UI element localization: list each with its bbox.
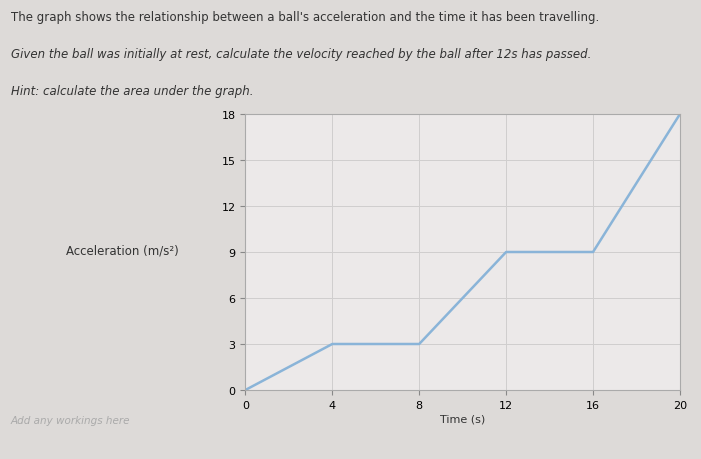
Text: Given the ball was initially at rest, calculate the velocity reached by the ball: Given the ball was initially at rest, ca… bbox=[11, 48, 591, 61]
Text: The graph shows the relationship between a ball's acceleration and the time it h: The graph shows the relationship between… bbox=[11, 11, 599, 24]
Text: Add any workings here: Add any workings here bbox=[11, 415, 130, 425]
Text: Acceleration (m/s²): Acceleration (m/s²) bbox=[67, 244, 179, 257]
Text: Hint: calculate the area under the graph.: Hint: calculate the area under the graph… bbox=[11, 85, 253, 98]
X-axis label: Time (s): Time (s) bbox=[440, 414, 485, 424]
